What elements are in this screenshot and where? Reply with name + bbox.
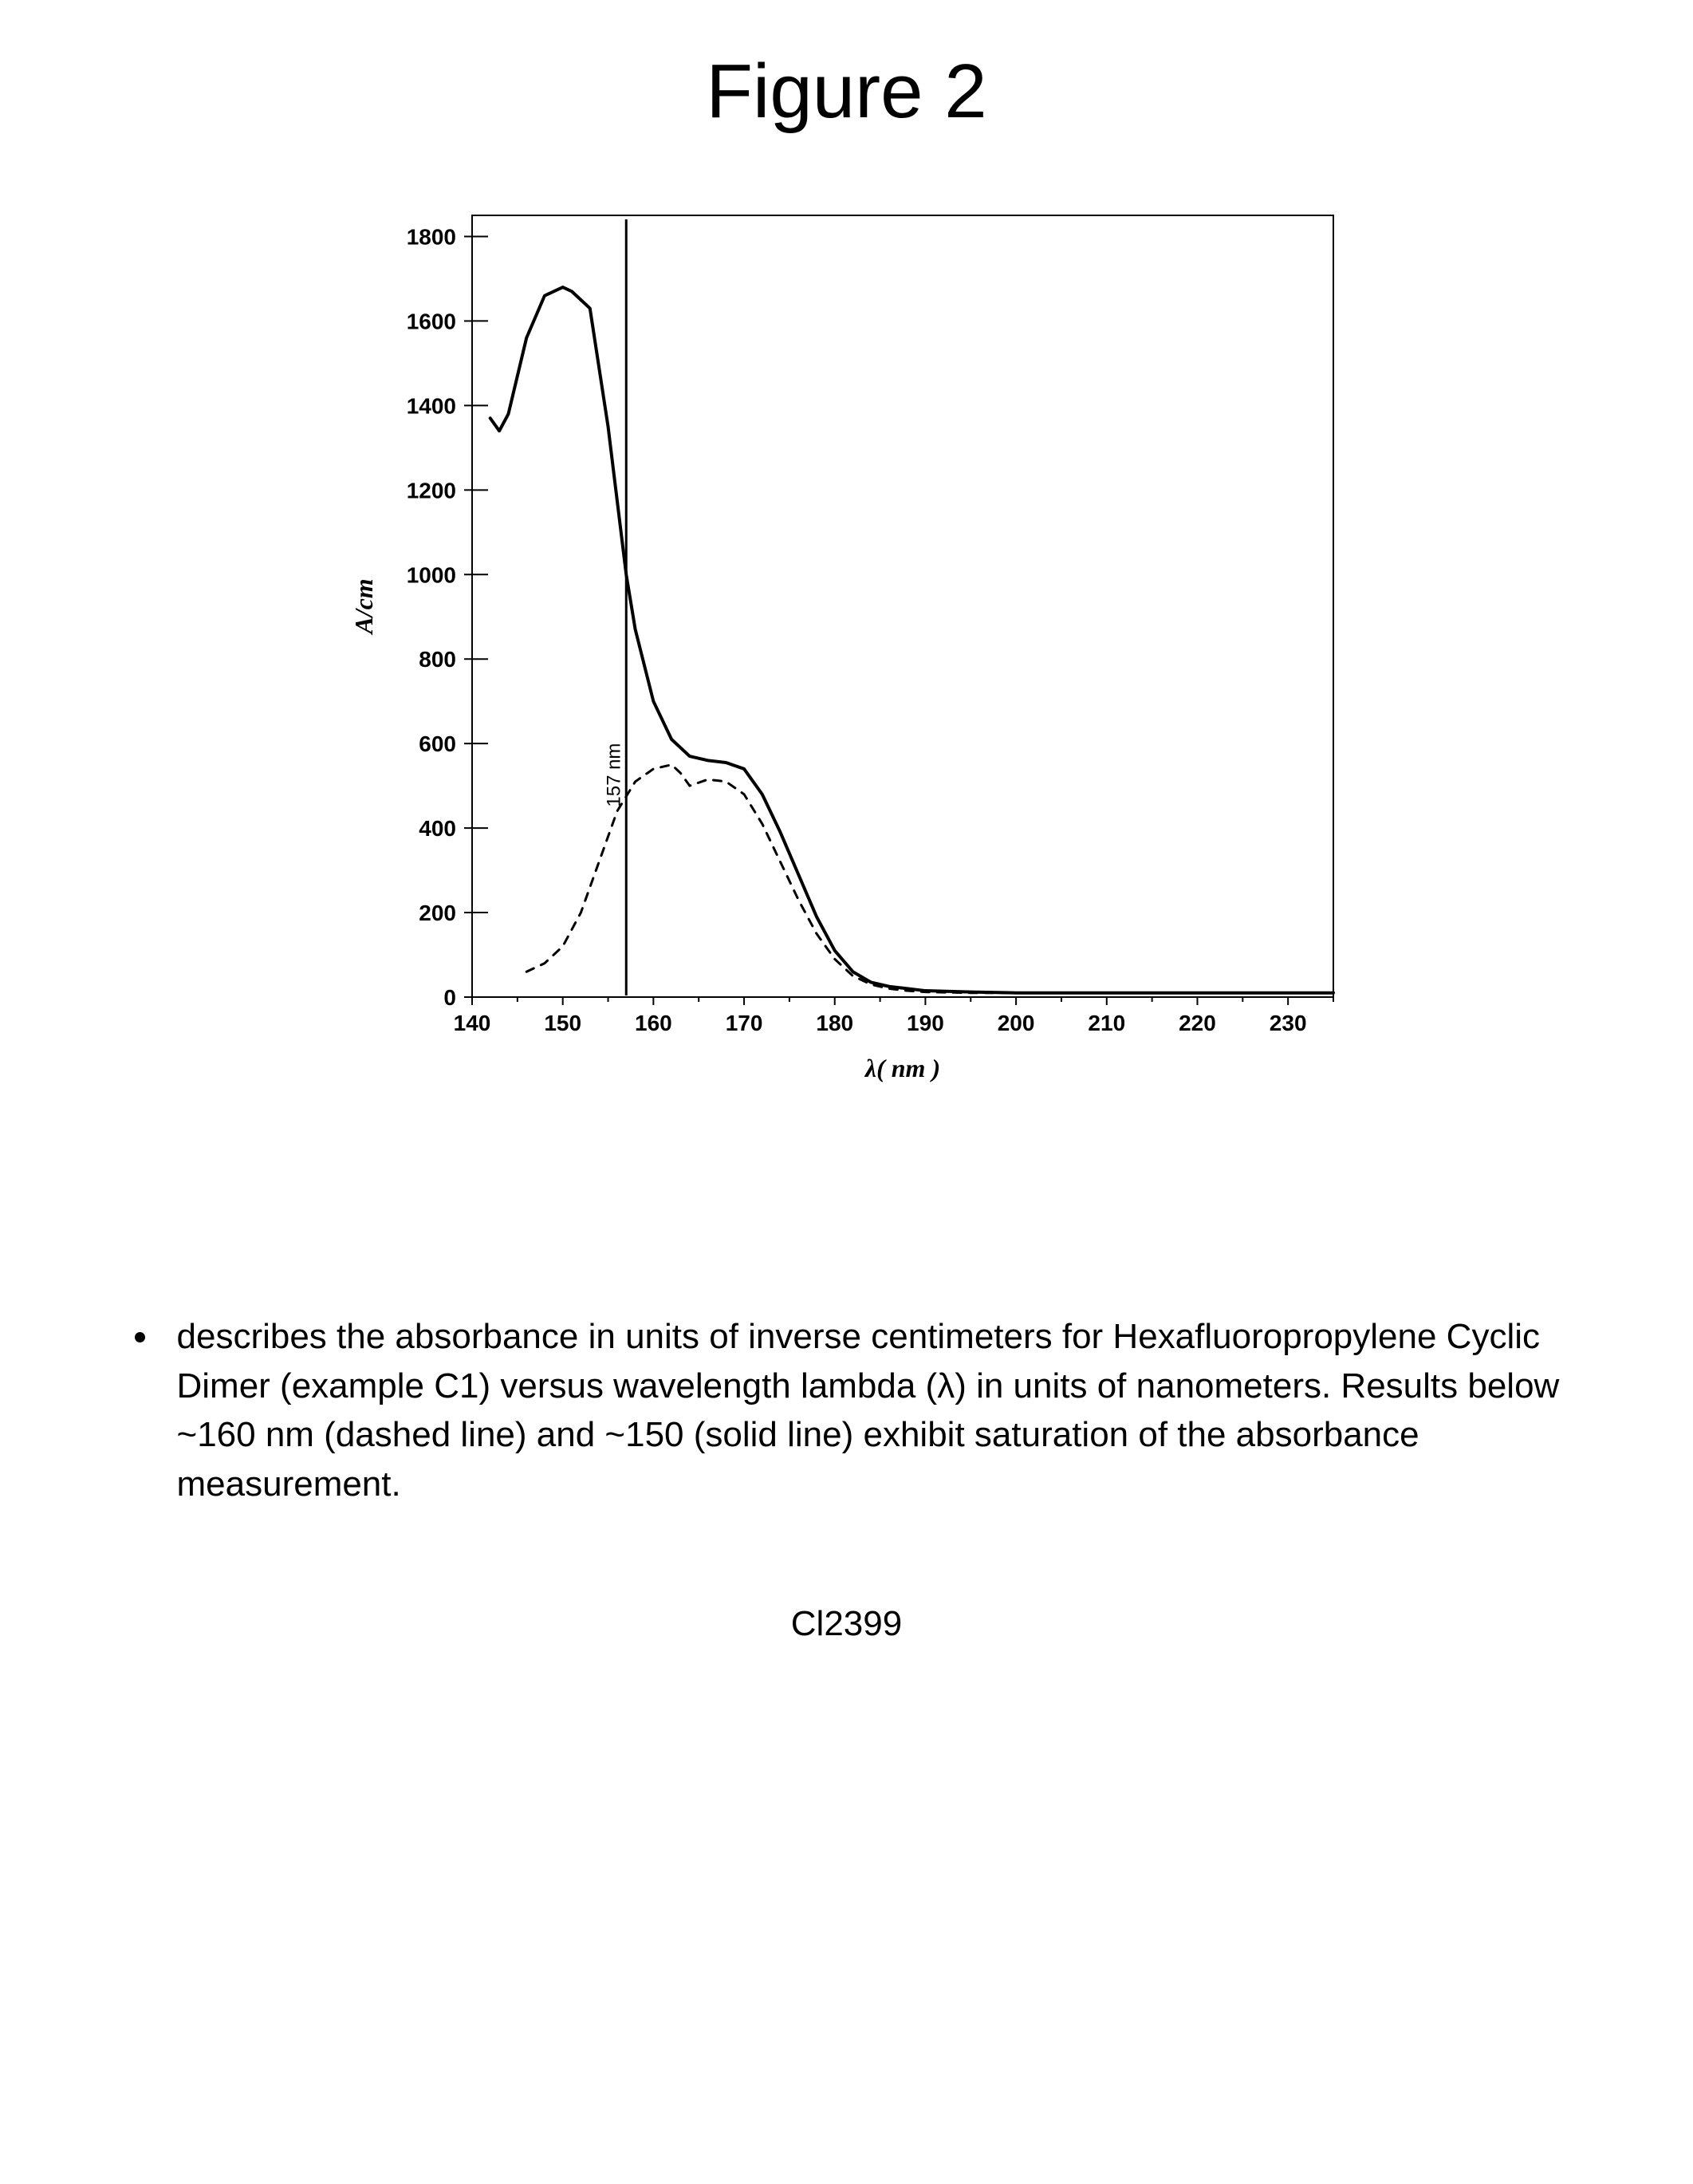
svg-text:170: 170 xyxy=(725,1011,762,1035)
svg-text:1600: 1600 xyxy=(406,309,455,333)
figure-description: describes the absorbance in units of inv… xyxy=(97,1312,1597,1508)
svg-text:220: 220 xyxy=(1179,1011,1216,1035)
svg-text:230: 230 xyxy=(1269,1011,1306,1035)
chart-container: 0 200 400 600 800 1000 1200 1400 1600 1800 140 150 1… xyxy=(329,183,1365,1105)
svg-text:160: 160 xyxy=(635,1011,672,1035)
svg-text:A/cm: A/cm xyxy=(349,578,378,635)
svg-text:1400: 1400 xyxy=(406,393,455,418)
svg-text:λ( nm ): λ( nm ) xyxy=(863,1054,939,1082)
svg-text:150: 150 xyxy=(544,1011,581,1035)
svg-text:190: 190 xyxy=(907,1011,944,1035)
svg-text:210: 210 xyxy=(1088,1011,1125,1035)
line-chart: 0 200 400 600 800 1000 1200 1400 1600 1800 140 150 1… xyxy=(329,183,1365,1101)
svg-text:200: 200 xyxy=(419,901,456,925)
svg-text:0: 0 xyxy=(443,985,456,1010)
svg-text:180: 180 xyxy=(816,1011,853,1035)
svg-text:140: 140 xyxy=(453,1011,490,1035)
description-item: describes the absorbance in units of inv… xyxy=(161,1312,1597,1508)
svg-text:1200: 1200 xyxy=(406,478,455,503)
svg-text:600: 600 xyxy=(419,731,456,756)
figure-title: Figure 2 xyxy=(49,48,1644,136)
svg-text:200: 200 xyxy=(997,1011,1034,1035)
svg-text:1000: 1000 xyxy=(406,562,455,587)
svg-text:400: 400 xyxy=(419,816,456,841)
footer-id: Cl2399 xyxy=(49,1604,1644,1644)
page: Figure 2 0 200 400 600 800 1000 1200 1400 1600 18… xyxy=(49,48,1644,1644)
svg-text:1800: 1800 xyxy=(406,224,455,249)
svg-text:157 nm: 157 nm xyxy=(603,743,624,807)
svg-text:800: 800 xyxy=(419,647,456,672)
